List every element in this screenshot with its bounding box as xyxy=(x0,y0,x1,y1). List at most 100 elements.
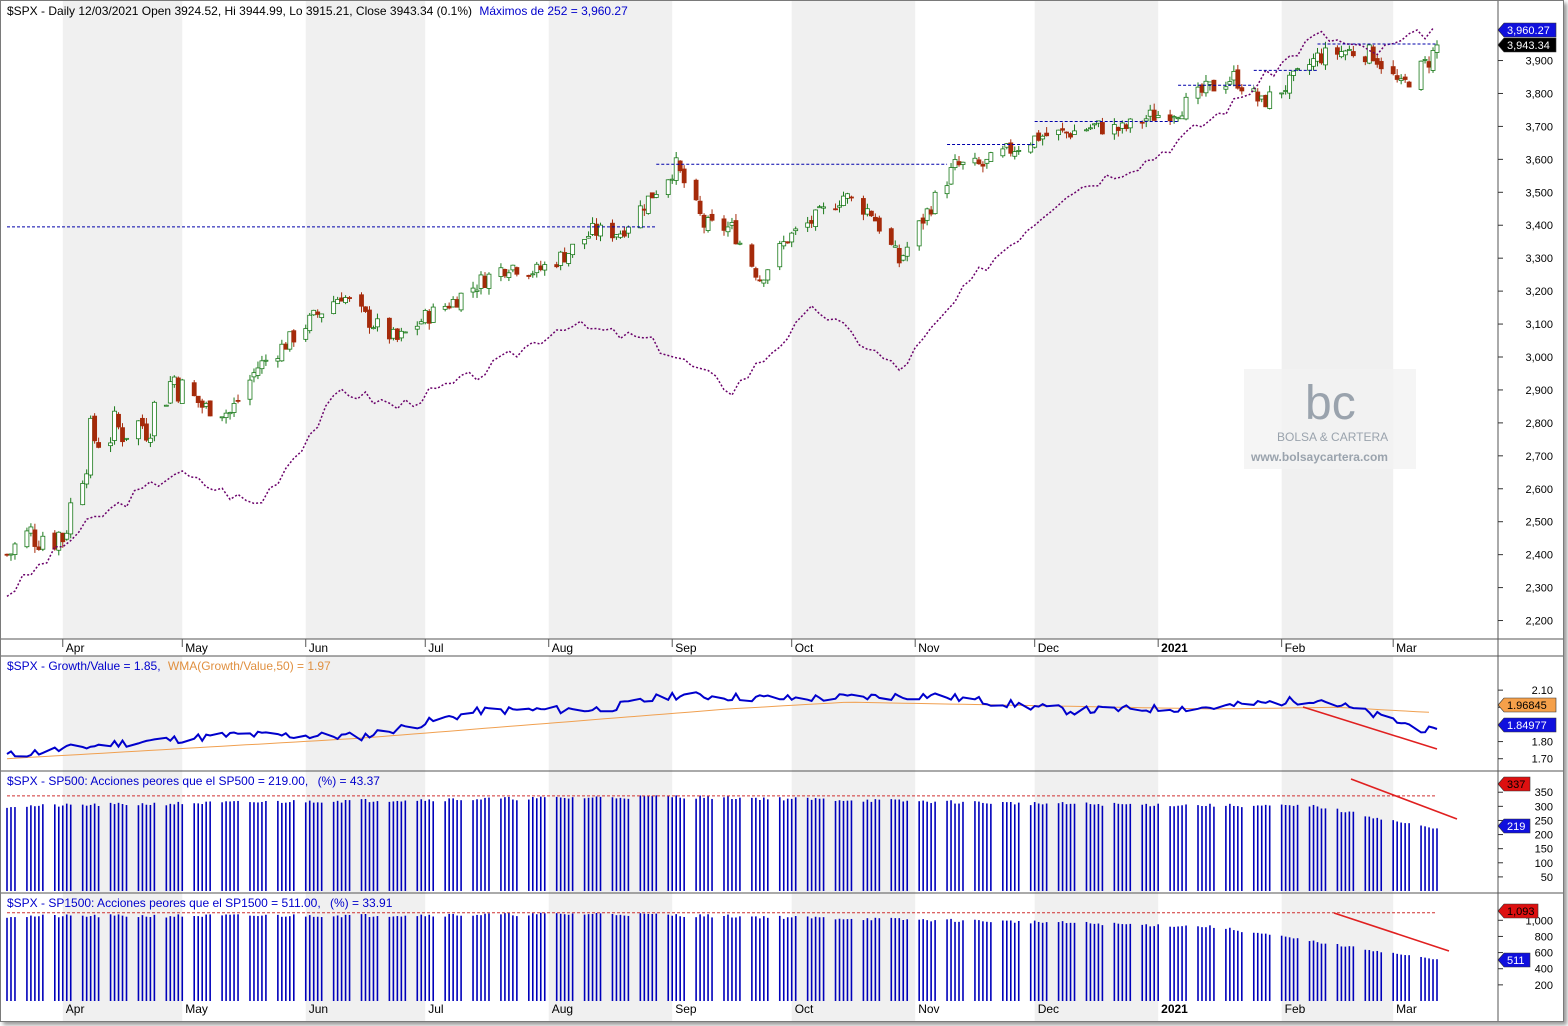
candle-down xyxy=(1151,109,1157,121)
candle-up xyxy=(307,314,313,332)
candle-up xyxy=(40,535,46,550)
candle-up xyxy=(1171,116,1177,119)
badge-bg xyxy=(1497,952,1531,968)
axis-label: 2,600 xyxy=(1525,484,1553,496)
candle-up xyxy=(558,251,564,266)
candle-down xyxy=(1394,75,1400,80)
candle-down xyxy=(876,217,882,232)
candle-down xyxy=(1008,142,1014,154)
month-label: Feb xyxy=(1285,641,1306,655)
sp1500-title-a: $SPX - SP1500: Acciones peores que el SP… xyxy=(7,896,321,910)
axis-label: 2,500 xyxy=(1525,517,1553,529)
candle-down xyxy=(191,382,197,397)
candle-up xyxy=(414,325,420,330)
candle-up xyxy=(124,437,129,440)
candle-down xyxy=(394,328,400,340)
candle-down xyxy=(1060,128,1065,131)
month-band xyxy=(1034,893,1159,1021)
candle-up xyxy=(430,306,436,323)
axis-label: 2,300 xyxy=(1525,583,1553,595)
candle-up xyxy=(1342,50,1348,56)
candle-up xyxy=(837,205,842,208)
candle-up xyxy=(590,222,595,235)
candle-up xyxy=(1323,47,1328,66)
candle-down xyxy=(60,532,66,543)
candle-up xyxy=(1072,130,1077,135)
month-label-bottom: Jun xyxy=(309,1002,328,1016)
candle-up xyxy=(1096,120,1101,124)
candle-down xyxy=(610,222,615,239)
candle-up xyxy=(1195,86,1201,99)
month-label: Mar xyxy=(1396,641,1417,655)
candle-down xyxy=(554,264,560,268)
axis-label: 3,100 xyxy=(1525,319,1553,331)
candle-up xyxy=(151,401,157,437)
price-title-main: $SPX - Daily 12/03/2021 Open 3924.52, Hi… xyxy=(7,4,472,18)
candle-down xyxy=(347,297,352,299)
candle-up xyxy=(781,241,787,247)
candle-down xyxy=(1100,122,1105,135)
candle-down xyxy=(956,161,962,166)
candle-down xyxy=(649,192,655,199)
candle-up xyxy=(84,473,90,485)
value-axes: 3,900 3,800 3,700 3,600 3,500 3,400 3,300 3,200… xyxy=(1498,56,1553,992)
badge-label: 1.96845 xyxy=(1507,700,1547,712)
axis-label: 350 xyxy=(1535,787,1553,799)
candle-up xyxy=(418,321,424,325)
candle-down xyxy=(482,275,488,288)
axis-label: 2,800 xyxy=(1525,418,1553,430)
candle-up xyxy=(478,274,484,289)
candle-up xyxy=(1040,135,1046,140)
month-band xyxy=(305,1,426,639)
month-label: Nov xyxy=(918,641,939,655)
candle-up xyxy=(1227,81,1233,85)
candle-down xyxy=(195,395,201,403)
axis-label: 600 xyxy=(1535,948,1553,960)
candle-up xyxy=(984,158,990,164)
candle-up xyxy=(108,442,113,447)
candle-down xyxy=(1370,46,1376,62)
candle-up xyxy=(319,313,325,318)
candle-up xyxy=(1111,124,1117,135)
axis-label: 2,700 xyxy=(1525,451,1553,463)
candle-up xyxy=(1088,127,1093,130)
candle-down xyxy=(681,168,687,184)
candle-down xyxy=(928,209,934,215)
candle-down xyxy=(526,274,532,277)
candle-down xyxy=(849,196,854,199)
candle-down xyxy=(809,220,815,224)
candle-down xyxy=(96,442,102,448)
overlay-line xyxy=(6,27,1434,598)
candle-up xyxy=(1398,78,1404,81)
candle-down xyxy=(733,220,739,245)
candle-up xyxy=(566,253,572,264)
candle-up xyxy=(864,208,870,215)
month-label-bottom: Nov xyxy=(918,1002,939,1016)
candle-up xyxy=(279,343,285,362)
candle-up xyxy=(614,234,619,238)
axis-label: 250 xyxy=(1535,815,1553,827)
candle-up xyxy=(12,543,18,555)
badge-bg xyxy=(1497,697,1557,713)
axis-label: 300 xyxy=(1535,801,1553,813)
candle-up xyxy=(821,206,826,209)
candle-down xyxy=(1235,69,1241,89)
candle-up xyxy=(1283,90,1289,92)
badge-bg xyxy=(1497,22,1557,38)
candle-up xyxy=(179,379,185,404)
candle-up xyxy=(1259,95,1265,100)
candle-down xyxy=(721,218,727,231)
candle-up xyxy=(167,381,173,404)
candle-down xyxy=(1239,87,1245,92)
candle-down xyxy=(514,267,520,275)
candle-up xyxy=(625,226,631,234)
candle-up xyxy=(1418,60,1424,90)
candle-up xyxy=(398,330,404,339)
candle-up xyxy=(924,208,930,221)
candle-down xyxy=(757,279,763,282)
month-band xyxy=(62,1,183,639)
candle-down xyxy=(1390,66,1396,75)
watermark: bc BOLSA & CARTERA www.bolsaycartera.com xyxy=(1244,369,1416,469)
candle-up xyxy=(1016,150,1022,152)
